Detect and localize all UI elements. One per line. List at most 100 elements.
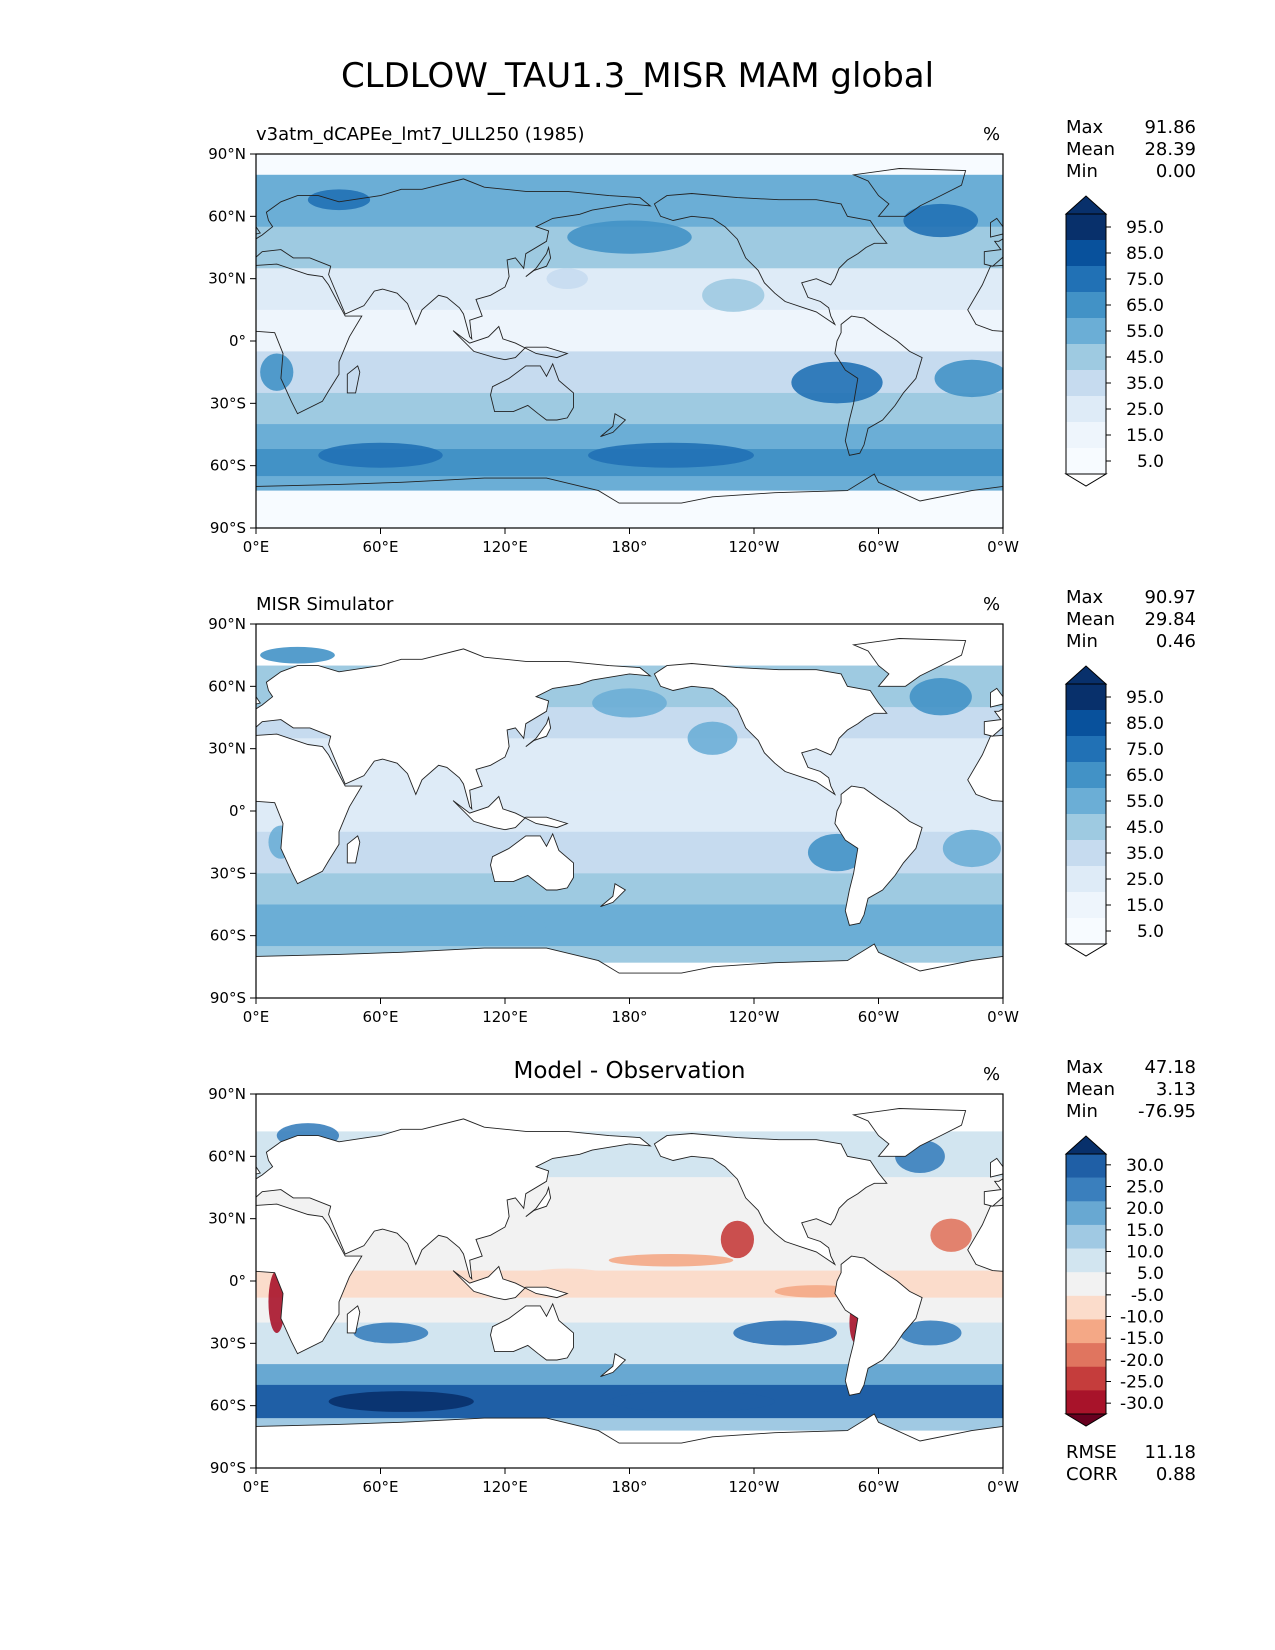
land-africa: [967, 734, 1003, 802]
metric-corr: CORR 0.88: [1066, 1464, 1196, 1485]
field-band: [256, 268, 1003, 311]
colorbar-tick-label: 95.0: [1126, 688, 1164, 708]
field-blob: [903, 203, 979, 238]
colorbar-tick-label: 20.0: [1126, 1199, 1164, 1219]
land-japan: [525, 245, 552, 277]
land-namerica: [653, 663, 888, 796]
colorbar-tick-label: 15.0: [1126, 1221, 1164, 1241]
colorbar-segment: [1066, 866, 1106, 893]
lat-tick-label: 90°S: [210, 1459, 246, 1477]
lat-tick-label: 60°N: [208, 207, 246, 225]
colorbar-segment: [1066, 1343, 1106, 1368]
land-uk: [990, 1157, 1003, 1178]
colorbar-tick-label: 45.0: [1126, 818, 1164, 838]
land-nz: [600, 412, 627, 438]
lat-tick-label: 0°: [229, 332, 246, 350]
panel-obs-units: %: [983, 594, 1001, 615]
field-blob: [733, 1320, 837, 1346]
lon-tick-label: 120°W: [729, 1478, 780, 1496]
colorbar-segment: [1066, 736, 1106, 763]
land-eurasia: [983, 708, 1003, 737]
field-blob: [592, 688, 667, 718]
colorbar-tick-label: 25.0: [1126, 870, 1164, 890]
lon-tick-label: 0°E: [243, 1008, 270, 1026]
lat-tick-label: 90°N: [208, 618, 246, 633]
land-africa: [967, 1204, 1003, 1272]
field-band: [256, 392, 1003, 425]
field-blob: [909, 678, 972, 716]
colorbar-tick-label: 75.0: [1126, 270, 1164, 290]
panel-obs-title: MISR Simulator: [256, 594, 394, 615]
stat-max: Max 91.86: [1066, 117, 1196, 138]
lat-tick-label: 60°N: [208, 1147, 246, 1165]
field-blob: [702, 278, 765, 312]
colorbar-segment: [1066, 396, 1106, 423]
colorbar-segment: [1066, 918, 1106, 945]
lon-tick-label: 180°: [611, 538, 647, 556]
colorbar-segment: [1066, 1272, 1106, 1297]
colorbar-frame: [1065, 213, 1107, 475]
land-antarctica: [256, 1413, 1003, 1468]
stat-max: Max 47.18: [1066, 1057, 1196, 1078]
colorbar-tick-label: 5.0: [1137, 1264, 1164, 1284]
colorbar-tick-label: -5.0: [1131, 1286, 1164, 1306]
colorbar-extend-bottom: [1064, 1413, 1108, 1427]
colorbar-tick-label: 15.0: [1126, 896, 1164, 916]
lon-tick-label: 60°W: [858, 1478, 900, 1496]
colorbar-tick-label: 25.0: [1126, 400, 1164, 420]
field-blob: [899, 1320, 962, 1346]
stat-max: Max 90.97: [1066, 587, 1196, 608]
field-blob: [588, 442, 754, 468]
lat-tick-label: 60°S: [210, 457, 246, 475]
land-eurasia: [983, 1178, 1003, 1207]
land-madagascar: [346, 835, 361, 864]
lon-tick-label: 120°E: [482, 1478, 528, 1496]
lon-tick-label: 0°W: [987, 1008, 1019, 1026]
lon-tick-label: 60°W: [858, 1008, 900, 1026]
colorbar-segment: [1066, 292, 1106, 319]
field-blob: [546, 268, 588, 290]
panel-model-title: v3atm_dCAPEe_lmt7_ULL250 (1985): [256, 124, 585, 145]
land-japan: [525, 715, 552, 747]
field-blob: [720, 1220, 755, 1259]
lat-tick-label: 90°N: [208, 148, 246, 163]
lat-tick-label: 30°S: [210, 1334, 246, 1352]
field-blob: [353, 1322, 429, 1344]
land-madagascar: [346, 365, 361, 394]
colorbar-segment: [1066, 214, 1106, 241]
colorbar-segment: [1066, 814, 1106, 841]
field-band: [256, 174, 1003, 228]
land-eurasia-wrap: [256, 178, 652, 341]
stat-mean: Mean 28.39: [1066, 139, 1196, 160]
land-africa-wrap: [256, 263, 363, 415]
field-blob: [260, 646, 335, 664]
field-blob: [934, 359, 1003, 398]
colorbar-extend-bottom: [1064, 473, 1108, 487]
lon-tick-label: 60°E: [362, 1008, 398, 1026]
colorbar-tick-label: 65.0: [1126, 296, 1164, 316]
land-australia: [490, 832, 574, 891]
lon-tick-label: 120°E: [482, 1008, 528, 1026]
stat-min: Min 0.00: [1066, 161, 1196, 182]
field-band: [256, 309, 1003, 352]
colorbar-segment: [1066, 344, 1106, 371]
field-layer: [256, 154, 1003, 528]
colorbar-segment: [1066, 892, 1106, 919]
colorbar-frame: [1065, 683, 1107, 945]
lon-tick-label: 0°E: [243, 1478, 270, 1496]
colorbar-segment: [1066, 1177, 1106, 1202]
lon-tick-label: 60°E: [362, 538, 398, 556]
colorbar-segment: [1066, 1201, 1106, 1226]
land-africa-wrap: [256, 1203, 363, 1355]
field-blob: [328, 1391, 474, 1412]
land-antarctica: [256, 473, 1003, 528]
panel-obs-colorbar: 95.0 85.0 75.0 65.0 55.0 45.0 35.0 25.0 15.0 5.0: [1064, 665, 1164, 957]
field-blob: [380, 912, 547, 938]
field-band: [256, 490, 1003, 528]
land-indonesia: [452, 325, 569, 361]
lon-tick-label: 120°E: [482, 538, 528, 556]
stat-mean: Mean 29.84: [1066, 609, 1196, 630]
colorbar-tick-label: 45.0: [1126, 348, 1164, 368]
colorbar-tick-label: 30.0: [1126, 1156, 1164, 1176]
field-band: [256, 351, 1003, 394]
